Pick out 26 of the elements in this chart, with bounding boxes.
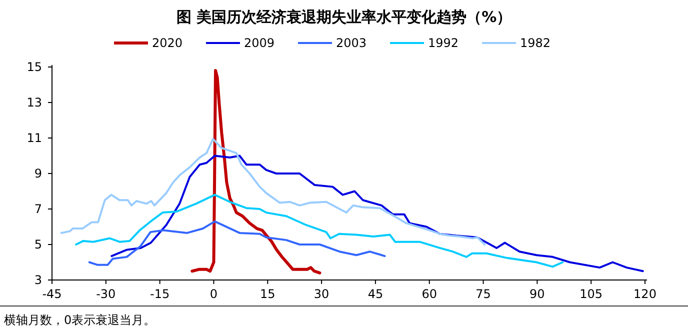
x-tick-label: 75 [476, 287, 491, 301]
y-tick-label: 15 [26, 60, 42, 74]
y-tick-label: 9 [34, 166, 42, 180]
y-tick-label: 7 [34, 202, 42, 216]
legend-label: 2020 [152, 36, 183, 50]
text: 横轴月数，0表示衰退当月。 [4, 313, 156, 327]
legend-label: 2003 [336, 36, 367, 50]
x-tick-label: 120 [634, 287, 656, 301]
x-tick-label: 0 [210, 287, 218, 301]
x-tick-label: 105 [580, 287, 603, 301]
legend-label: 1982 [520, 36, 551, 50]
legend-label: 1992 [428, 36, 459, 50]
x-tick-label: 90 [530, 287, 545, 301]
chart-title: 图 美国历次经济衰退期失业率水平变化趋势（%） [176, 8, 512, 26]
x-tick-label: -45 [42, 287, 62, 301]
y-tick-label: 5 [34, 238, 42, 252]
x-tick-label: 15 [260, 287, 276, 301]
x-tick-label: -15 [150, 287, 170, 301]
y-tick-label: 11 [26, 131, 42, 145]
y-tick-label: 13 [26, 96, 42, 110]
x-tick-label: 30 [314, 287, 330, 301]
x-tick-label: -30 [96, 287, 116, 301]
x-tick-label: 60 [422, 287, 438, 301]
x-tick-label: 45 [368, 287, 384, 301]
legend-label: 2009 [244, 36, 275, 50]
y-tick-label: 3 [34, 273, 42, 287]
